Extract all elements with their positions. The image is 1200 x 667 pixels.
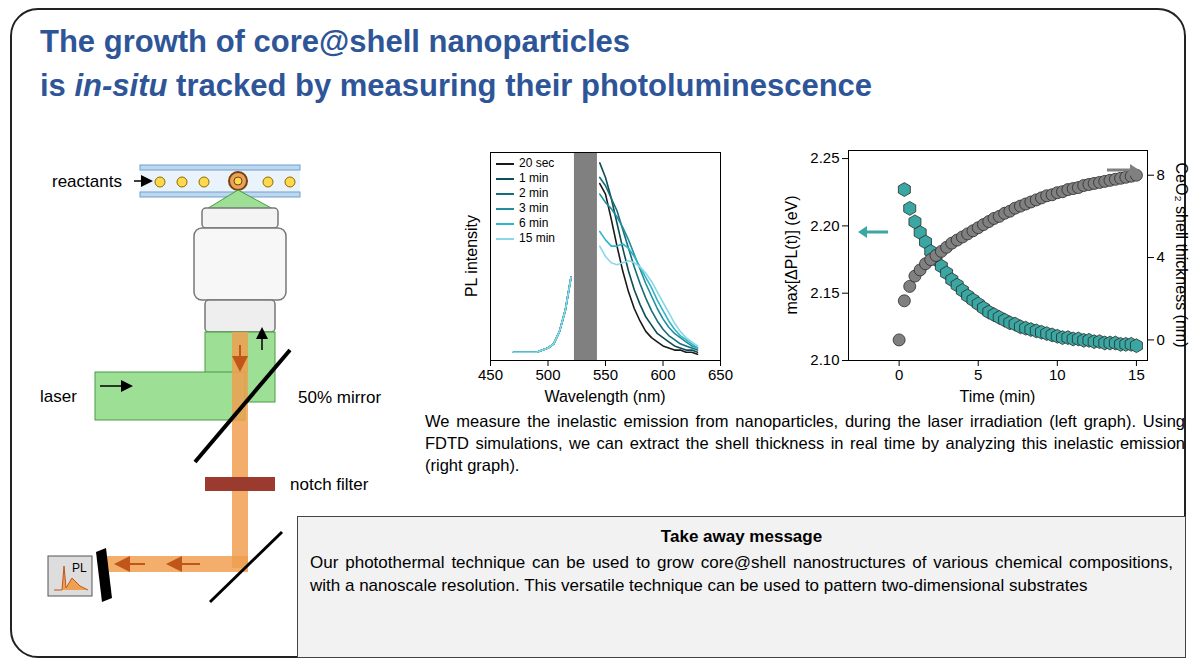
svg-text:8: 8 xyxy=(1157,166,1165,183)
svg-text:550: 550 xyxy=(593,366,618,383)
svg-text:10: 10 xyxy=(1049,366,1066,383)
svg-text:5: 5 xyxy=(974,366,982,383)
svg-text:650: 650 xyxy=(708,366,733,383)
svg-text:PL: PL xyxy=(72,561,87,575)
svg-text:2.25: 2.25 xyxy=(810,149,839,166)
svg-text:2.20: 2.20 xyxy=(810,217,839,234)
svg-text:50% mirror: 50% mirror xyxy=(298,388,381,407)
svg-text:reactants: reactants xyxy=(52,172,122,191)
html-text:6 min: 6 min xyxy=(519,216,549,230)
html-text:The growth of core@shell nanop: The growth of core@shell nanoparticles xyxy=(40,24,630,59)
svg-text:2.10: 2.10 xyxy=(810,351,839,368)
html-text:Our photothermal technique can: Our photothermal technique can be used t… xyxy=(310,553,1173,595)
html-text:2 min: 2 min xyxy=(519,186,549,200)
svg-text:500: 500 xyxy=(535,366,560,383)
svg-text:notch filter: notch filter xyxy=(290,475,369,494)
html-text:Time (min): Time (min) xyxy=(959,388,1036,405)
html-text:20 sec: 20 sec xyxy=(519,156,555,170)
html-text:1 min: 1 min xyxy=(519,171,549,185)
html-text:We measure the inelastic emiss: We measure the inelastic emission from n… xyxy=(425,412,1185,474)
svg-text:450: 450 xyxy=(478,366,503,383)
html-text:Take away message: Take away message xyxy=(660,527,823,546)
svg-text:0: 0 xyxy=(1157,331,1165,348)
svg-text:4: 4 xyxy=(1157,248,1165,265)
html-text:CeO₂ shell thickness (nm): CeO₂ shell thickness (nm) xyxy=(1173,162,1190,348)
svg-text:0: 0 xyxy=(895,366,903,383)
html-text:Wavelength (nm): Wavelength (nm) xyxy=(544,388,666,405)
html-text:PL intensity: PL intensity xyxy=(463,214,480,298)
html-text:max[ΔPL(t)] (eV): max[ΔPL(t)] (eV) xyxy=(783,195,800,315)
svg-text:600: 600 xyxy=(650,366,675,383)
svg-text:15: 15 xyxy=(1128,366,1145,383)
svg-text:laser: laser xyxy=(40,387,77,406)
html-text:15 min: 15 min xyxy=(519,231,555,245)
html-text:is in-situ tracked by measurin: is in-situ tracked by measuring their ph… xyxy=(40,68,873,103)
html-text:3 min: 3 min xyxy=(519,201,549,215)
svg-text:2.15: 2.15 xyxy=(810,284,839,301)
